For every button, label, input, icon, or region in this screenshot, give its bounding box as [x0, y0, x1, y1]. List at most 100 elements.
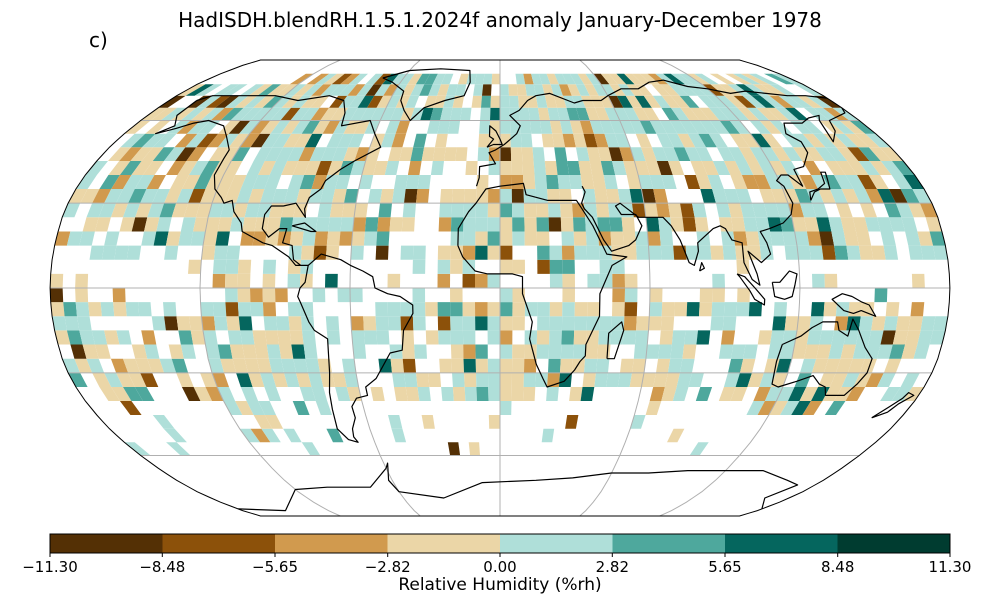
- anomaly-cell: [123, 358, 141, 373]
- anomaly-cell: [709, 120, 730, 134]
- anomaly-cell: [308, 189, 324, 204]
- anomaly-cell: [883, 203, 902, 218]
- anomaly-cell: [250, 107, 273, 121]
- anomaly-cell: [487, 316, 500, 331]
- anomaly-cell: [391, 428, 407, 443]
- anomaly-cell: [585, 330, 599, 345]
- anomaly-cell: [420, 107, 434, 121]
- anomaly-cell: [54, 330, 71, 345]
- anomaly-cell: [284, 372, 300, 387]
- anomaly-cell: [903, 387, 925, 401]
- anomaly-cell: [500, 387, 512, 401]
- anomaly-cell: [108, 161, 131, 175]
- anomaly-cell: [535, 189, 548, 204]
- anomaly-cell: [534, 175, 548, 189]
- anomaly-cell: [604, 107, 620, 121]
- anomaly-cell: [225, 302, 239, 317]
- anomaly-cell: [533, 84, 545, 96]
- anomaly-cell: [688, 372, 704, 387]
- anomaly-cell: [784, 107, 810, 121]
- anomaly-cell: [156, 217, 172, 232]
- anomaly-cell: [293, 133, 313, 148]
- anomaly-cell: [235, 401, 254, 415]
- anomaly-cell: [511, 161, 523, 175]
- anomaly-cell: [687, 133, 707, 148]
- anomaly-cell: [617, 372, 632, 387]
- anomaly-cell: [750, 133, 772, 148]
- anomaly-cell: [800, 358, 817, 373]
- anomaly-cell: [350, 245, 364, 260]
- anomaly-cell: [196, 133, 219, 148]
- anomaly-cell: [385, 120, 401, 134]
- anomaly-cell: [597, 147, 612, 161]
- anomaly-cell: [131, 133, 156, 148]
- anomaly-cell: [487, 217, 500, 232]
- anomaly-cell: [500, 259, 513, 274]
- anomaly-cell: [287, 147, 305, 161]
- anomaly-cell: [86, 203, 105, 218]
- anomaly-cell: [730, 175, 748, 189]
- anomaly-cell: [912, 189, 932, 204]
- anomaly-cell: [757, 401, 777, 415]
- anomaly-cell: [532, 147, 545, 161]
- anomaly-cell: [110, 358, 129, 373]
- anomaly-cell: [263, 316, 278, 331]
- anomaly-cell: [770, 231, 785, 246]
- anomaly-cell: [450, 330, 464, 345]
- anomaly-cell: [512, 358, 525, 373]
- anomaly-cell: [784, 245, 799, 260]
- anomaly-cell: [293, 358, 308, 373]
- anomaly-cell: [205, 344, 221, 359]
- anomaly-cell: [546, 387, 559, 401]
- anomaly-cell: [685, 245, 699, 260]
- anomaly-cell: [723, 372, 740, 387]
- anomaly-cell: [413, 133, 427, 148]
- colorbar-segment: [50, 534, 163, 553]
- anomaly-cell: [488, 372, 500, 387]
- anomaly-cell: [668, 358, 683, 373]
- anomaly-cell: [606, 189, 620, 204]
- anomaly-cell: [764, 387, 783, 401]
- anomaly-cell: [98, 203, 117, 218]
- anomaly-cell: [917, 231, 934, 246]
- anomaly-cell: [634, 161, 650, 175]
- anomaly-cell: [779, 344, 795, 359]
- anomaly-cell: [803, 147, 825, 161]
- anomaly-cell: [829, 189, 848, 204]
- anomaly-cell: [487, 330, 500, 345]
- anomaly-cell: [638, 175, 654, 189]
- anomaly-cell: [604, 133, 620, 148]
- anomaly-cell: [779, 217, 795, 232]
- anomaly-cell: [330, 107, 349, 121]
- anomaly-cell: [327, 161, 344, 175]
- coastlines: [155, 68, 915, 512]
- anomaly-cell: [457, 73, 469, 85]
- anomaly-cell: [582, 372, 596, 387]
- anomaly-cell: [463, 344, 476, 359]
- anomaly-cell: [521, 147, 534, 161]
- anomaly-cell: [658, 344, 672, 359]
- anomaly-cell: [339, 231, 353, 246]
- anomaly-cell: [668, 161, 685, 175]
- anomaly-cell: [694, 217, 709, 232]
- anomaly-cell: [190, 330, 206, 345]
- anomaly-cell: [740, 73, 770, 85]
- anomaly-cell: [254, 344, 269, 359]
- coastline: [382, 68, 471, 122]
- anomaly-cell: [865, 189, 884, 204]
- anomaly-cell: [593, 73, 610, 85]
- anomaly-cell: [375, 302, 388, 317]
- anomaly-cell: [632, 358, 646, 373]
- anomaly-cell: [600, 161, 616, 175]
- anomaly-cell: [589, 161, 604, 175]
- anomaly-cell: [559, 120, 574, 134]
- anomaly-cell: [387, 273, 401, 288]
- anomaly-cell: [684, 147, 702, 161]
- anomaly-cell: [380, 107, 396, 121]
- anomaly-cell: [314, 231, 329, 246]
- anomaly-cell: [225, 259, 239, 274]
- anomaly-cell: [301, 120, 321, 134]
- anomaly-cell: [623, 107, 640, 121]
- anomaly-cell: [908, 316, 923, 331]
- anomaly-cell: [677, 133, 696, 148]
